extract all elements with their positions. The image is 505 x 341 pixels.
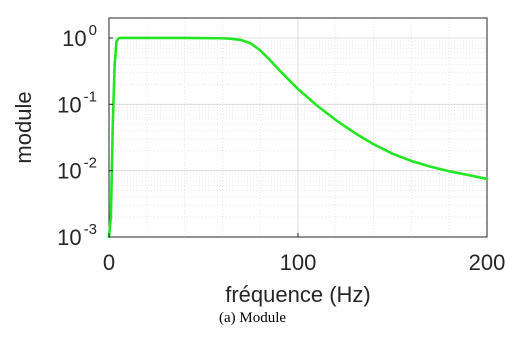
y-tick-label: 10 -2 — [57, 155, 97, 184]
y-tick-label: 10 0 — [62, 22, 97, 51]
x-tick-label: 0 — [103, 250, 115, 275]
x-tick-label: 200 — [469, 250, 505, 275]
x-tick-labels: 0 100 200 — [103, 233, 505, 275]
series-line-0 — [107, 36, 489, 239]
grid-lines — [108, 18, 488, 238]
x-axis-title: fréquence (Hz) — [225, 282, 371, 307]
x-tick-label: 100 — [280, 250, 317, 275]
y-axis-title: module — [11, 91, 36, 163]
y-tick-label: 10 -3 — [57, 221, 97, 250]
series-group — [107, 36, 489, 239]
figure-caption: (a) Module — [218, 310, 287, 326]
y-tick-label: 10 -1 — [57, 88, 97, 117]
